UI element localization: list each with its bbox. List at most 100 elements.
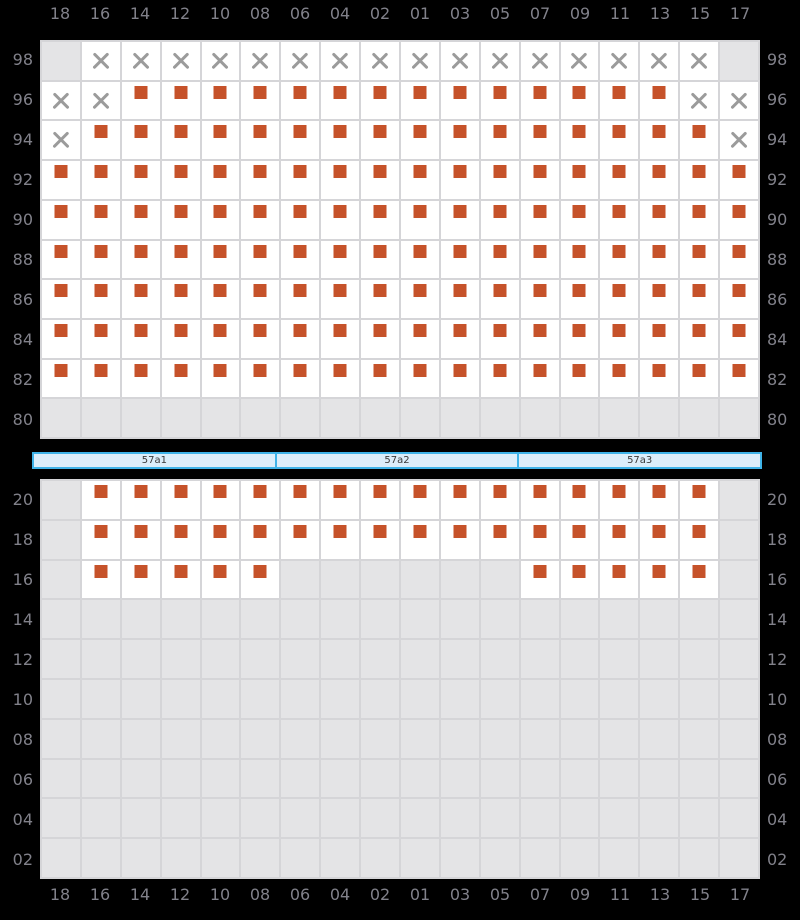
bay-slot[interactable] — [201, 42, 240, 80]
bay-slot[interactable] — [361, 280, 399, 318]
bay-slot[interactable] — [640, 280, 679, 318]
bay-slot[interactable] — [241, 200, 280, 239]
bay-slot[interactable] — [241, 319, 280, 358]
bay-slot[interactable] — [281, 81, 320, 120]
bay-slot[interactable] — [201, 560, 240, 599]
bay-slot[interactable] — [480, 161, 519, 199]
bay-slot[interactable] — [680, 240, 719, 279]
bay-slot[interactable] — [81, 280, 120, 318]
bay-slot[interactable] — [161, 520, 200, 559]
bay-slot[interactable] — [520, 240, 559, 279]
bay-slot[interactable] — [560, 81, 599, 120]
bay-slot[interactable] — [121, 359, 160, 398]
bay-slot[interactable] — [401, 240, 439, 279]
bay-slot[interactable] — [440, 319, 479, 358]
bay-slot[interactable] — [560, 161, 599, 199]
bay-slot[interactable] — [121, 161, 160, 199]
bay-slot[interactable] — [42, 81, 80, 120]
bay-slot[interactable] — [321, 359, 360, 398]
bay-slot[interactable] — [81, 319, 120, 358]
bay-slot[interactable] — [121, 481, 160, 519]
bay-slot[interactable] — [241, 280, 280, 318]
bay-slot[interactable] — [520, 81, 559, 120]
bay-slot[interactable] — [600, 520, 639, 559]
bay-slot[interactable] — [480, 481, 519, 519]
bay-slot[interactable] — [42, 280, 80, 318]
bay-slot[interactable] — [201, 319, 240, 358]
bay-slot[interactable] — [680, 560, 719, 599]
bay-slot[interactable] — [401, 481, 439, 519]
bay-slot[interactable] — [600, 42, 639, 80]
bay-slot[interactable] — [401, 359, 439, 398]
bay-slot[interactable] — [361, 359, 399, 398]
bay-slot[interactable] — [321, 481, 360, 519]
bay-slot[interactable] — [81, 200, 120, 239]
bay-slot[interactable] — [361, 42, 399, 80]
bay-slot[interactable] — [520, 560, 559, 599]
bay-slot[interactable] — [201, 161, 240, 199]
bay-slot[interactable] — [720, 121, 758, 160]
bay-slot[interactable] — [680, 42, 719, 80]
hatch-cover[interactable]: 57a3 — [517, 454, 760, 467]
bay-slot[interactable] — [161, 81, 200, 120]
bay-slot[interactable] — [680, 280, 719, 318]
bay-slot[interactable] — [201, 520, 240, 559]
bay-slot[interactable] — [600, 121, 639, 160]
bay-slot[interactable] — [560, 200, 599, 239]
bay-slot[interactable] — [600, 319, 639, 358]
bay-slot[interactable] — [81, 161, 120, 199]
bay-slot[interactable] — [560, 121, 599, 160]
bay-slot[interactable] — [121, 520, 160, 559]
bay-slot[interactable] — [600, 560, 639, 599]
bay-slot[interactable] — [640, 560, 679, 599]
bay-slot[interactable] — [81, 81, 120, 120]
bay-slot[interactable] — [480, 200, 519, 239]
bay-slot[interactable] — [680, 200, 719, 239]
bay-slot[interactable] — [440, 280, 479, 318]
hatch-cover[interactable]: 57a2 — [274, 454, 518, 467]
bay-slot[interactable] — [560, 560, 599, 599]
bay-slot[interactable] — [680, 121, 719, 160]
bay-slot[interactable] — [241, 520, 280, 559]
bay-slot[interactable] — [201, 280, 240, 318]
bay-slot[interactable] — [42, 319, 80, 358]
bay-slot[interactable] — [281, 200, 320, 239]
bay-slot[interactable] — [640, 481, 679, 519]
bay-slot[interactable] — [361, 520, 399, 559]
bay-slot[interactable] — [520, 520, 559, 559]
bay-slot[interactable] — [440, 481, 479, 519]
bay-slot[interactable] — [81, 121, 120, 160]
bay-slot[interactable] — [321, 81, 360, 120]
bay-slot[interactable] — [401, 81, 439, 120]
bay-slot[interactable] — [121, 560, 160, 599]
bay-slot[interactable] — [480, 520, 519, 559]
bay-slot[interactable] — [401, 121, 439, 160]
bay-slot[interactable] — [600, 161, 639, 199]
bay-slot[interactable] — [480, 42, 519, 80]
bay-slot[interactable] — [361, 319, 399, 358]
bay-slot[interactable] — [321, 319, 360, 358]
bay-slot[interactable] — [720, 280, 758, 318]
bay-slot[interactable] — [480, 81, 519, 120]
bay-slot[interactable] — [42, 240, 80, 279]
bay-slot[interactable] — [361, 481, 399, 519]
bay-slot[interactable] — [241, 560, 280, 599]
bay-slot[interactable] — [241, 481, 280, 519]
bay-slot[interactable] — [600, 240, 639, 279]
bay-slot[interactable] — [640, 42, 679, 80]
bay-slot[interactable] — [81, 240, 120, 279]
bay-slot[interactable] — [640, 520, 679, 559]
bay-slot[interactable] — [121, 42, 160, 80]
bay-slot[interactable] — [81, 359, 120, 398]
bay-slot[interactable] — [680, 81, 719, 120]
bay-slot[interactable] — [161, 240, 200, 279]
bay-slot[interactable] — [480, 240, 519, 279]
bay-slot[interactable] — [161, 359, 200, 398]
bay-slot[interactable] — [520, 200, 559, 239]
bay-slot[interactable] — [201, 359, 240, 398]
bay-slot[interactable] — [241, 161, 280, 199]
bay-slot[interactable] — [201, 200, 240, 239]
bay-slot[interactable] — [440, 200, 479, 239]
bay-slot[interactable] — [640, 359, 679, 398]
bay-slot[interactable] — [440, 240, 479, 279]
